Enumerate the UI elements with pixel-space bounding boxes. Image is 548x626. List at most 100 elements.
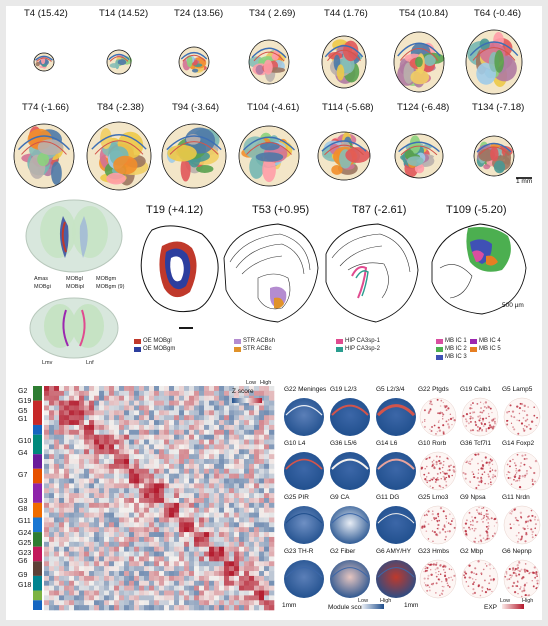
heatmap-cell xyxy=(94,449,100,455)
heatmap-cell xyxy=(189,561,195,567)
heatmap-cell xyxy=(99,502,105,509)
heatmap-cell xyxy=(54,502,60,509)
heatmap-cell xyxy=(109,459,115,465)
heatmap-cell xyxy=(234,605,240,611)
heatmap-cell xyxy=(204,590,210,596)
heatmap-cell xyxy=(229,488,235,494)
heatmap-cell xyxy=(84,493,90,499)
heatmap-cell xyxy=(89,512,95,518)
heatmap-cell xyxy=(184,488,190,494)
heatmap-cell xyxy=(269,556,275,562)
heatmap-cell xyxy=(114,473,120,479)
heatmap-cell xyxy=(144,498,150,504)
heatmap-cell xyxy=(179,444,185,450)
heatmap-cell xyxy=(214,527,220,533)
heatmap-cell xyxy=(199,585,205,591)
heatmap-cell xyxy=(129,580,135,586)
heatmap-cell xyxy=(134,424,140,431)
heatmap-cell xyxy=(54,386,60,392)
heatmap-cell xyxy=(254,454,260,460)
brain-section-row1-6 xyxy=(393,31,445,93)
heatmap-cell xyxy=(154,434,160,440)
heatmap-cell xyxy=(134,454,140,460)
heatmap-cell xyxy=(74,420,80,426)
heatmap-cell xyxy=(209,498,215,504)
heatmap-cell xyxy=(49,478,55,484)
heatmap-cell xyxy=(139,522,145,528)
heatmap-cell xyxy=(159,449,165,455)
heatmap-cell xyxy=(244,502,250,509)
brain-section-row1-2 xyxy=(106,49,133,75)
heatmap-cell xyxy=(169,512,175,518)
heatmap-cell xyxy=(89,424,95,431)
heatmap-cell xyxy=(259,498,265,504)
heatmap-cell xyxy=(194,463,200,470)
heatmap-cell xyxy=(74,444,80,450)
heatmap-cell xyxy=(159,478,165,484)
heatmap-cell xyxy=(74,556,80,562)
heatmap-cell xyxy=(104,449,110,455)
heatmap-cell xyxy=(214,410,220,416)
heatmap-cell xyxy=(139,454,145,460)
heatmap-cell xyxy=(189,580,195,586)
heatmap-cell xyxy=(199,429,205,435)
heatmap-cell xyxy=(129,571,135,577)
heatmap-cell xyxy=(64,390,70,397)
heatmap-cell xyxy=(169,541,175,547)
legend-label: STR ACBsh xyxy=(243,338,276,344)
heatmap-cell xyxy=(134,410,140,416)
heatmap-cell xyxy=(244,580,250,586)
heatmap-cell xyxy=(249,454,255,460)
heatmap-cell xyxy=(54,400,60,406)
heatmap-cell xyxy=(264,395,270,401)
heatmap-cell xyxy=(249,517,255,523)
heatmap-cell xyxy=(54,507,60,513)
heatmap-cell xyxy=(179,522,185,528)
heatmap-cell xyxy=(124,527,130,533)
heatmap-cell xyxy=(194,561,200,567)
heatmap-cell xyxy=(249,566,255,572)
heatmap-cell xyxy=(74,454,80,460)
heatmap-cell xyxy=(199,386,205,392)
heatmap-cell xyxy=(174,522,180,528)
heatmap-cell xyxy=(224,541,230,547)
heatmap-cell xyxy=(264,551,270,557)
heatmap-cell xyxy=(194,571,200,577)
heatmap-cell xyxy=(124,459,130,465)
module-label-3-2: G9 CA xyxy=(330,494,350,501)
heatmap-cell xyxy=(204,517,210,523)
heatmap-cell xyxy=(234,459,240,465)
heatmap-cell xyxy=(119,483,125,489)
heatmap-cell xyxy=(134,507,140,513)
heatmap-cell xyxy=(44,424,50,431)
heatmap-cell xyxy=(119,541,125,547)
heatmap-cell xyxy=(44,434,50,440)
heatmap-cell xyxy=(94,498,100,504)
heatmap-cell xyxy=(184,502,190,509)
heatmap-cell xyxy=(49,459,55,465)
heatmap-cell xyxy=(119,410,125,416)
heatmap-cell xyxy=(254,561,260,567)
heatmap-cell xyxy=(159,507,165,513)
heatmap-cell xyxy=(169,527,175,533)
heatmap-cell xyxy=(219,400,225,406)
heatmap-cell xyxy=(239,498,245,504)
heatmap-cell xyxy=(59,498,65,504)
heatmap-cell xyxy=(154,512,160,518)
heatmap-cell xyxy=(254,459,260,465)
heatmap-cell xyxy=(234,532,240,538)
heatmap-cell xyxy=(49,493,55,499)
heatmap-cell xyxy=(174,580,180,586)
heatmap-cell xyxy=(159,424,165,431)
heatmap-cell xyxy=(159,468,165,474)
heatmap-cell xyxy=(204,541,210,547)
heatmap-cell xyxy=(114,386,120,392)
heatmap-cell xyxy=(244,546,250,552)
module-scale-label: 1mm xyxy=(282,602,297,609)
heatmap-cell xyxy=(109,502,115,509)
heatmap-cell xyxy=(144,541,150,547)
heatmap-cell xyxy=(224,517,230,523)
heatmap-cell xyxy=(74,415,80,421)
heatmap-cell xyxy=(264,459,270,465)
heatmap-cell xyxy=(164,580,170,586)
